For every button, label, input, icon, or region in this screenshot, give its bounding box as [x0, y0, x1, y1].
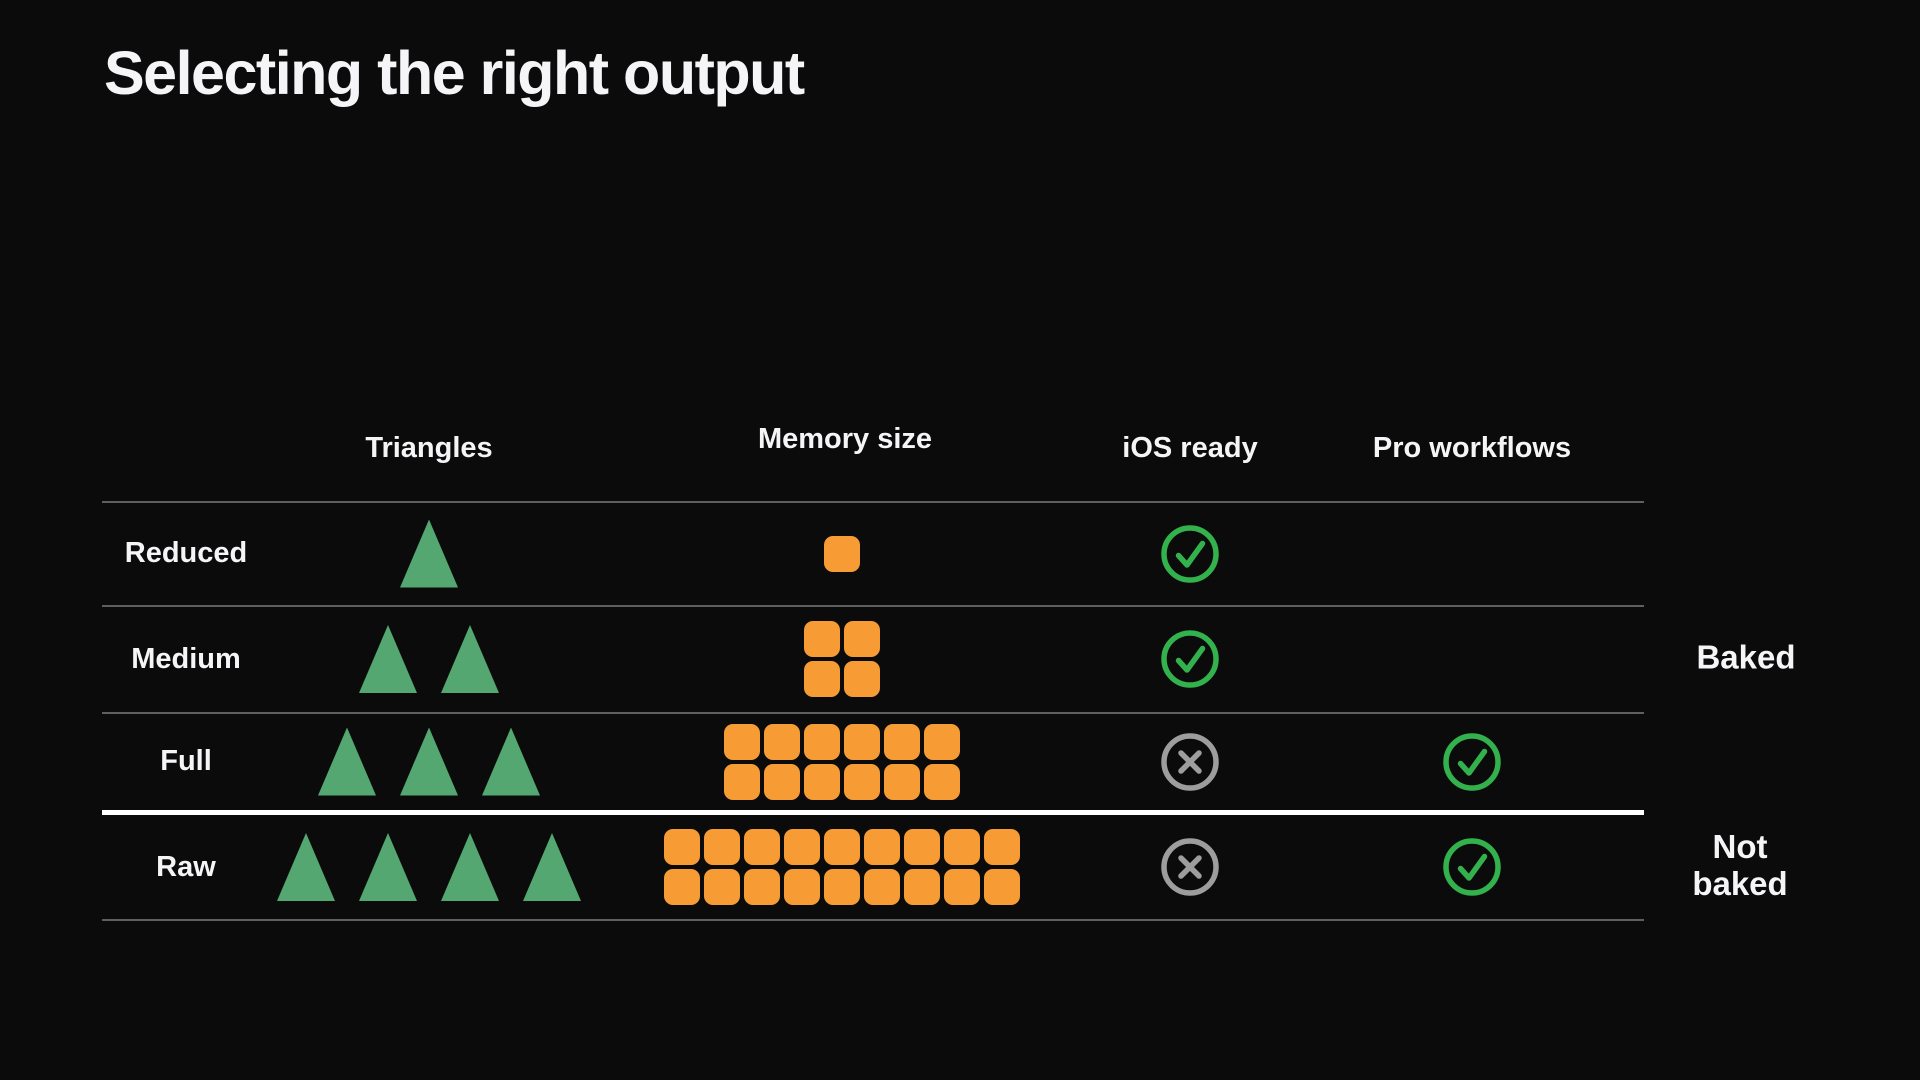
memory-unit-icon: [804, 661, 840, 697]
page-title: Selecting the right output: [104, 39, 805, 107]
table-row-raw: Raw: [102, 815, 1644, 919]
memory-unit-icon: [664, 869, 700, 905]
memory-size-cell: [664, 815, 1020, 919]
memory-unit-icon: [944, 829, 980, 865]
memory-unit-icon: [864, 869, 900, 905]
row-label-cell: Full: [160, 713, 212, 810]
memory-unit-icon: [884, 763, 920, 800]
row-label-cell: Reduced: [125, 502, 247, 605]
row-label: Full: [160, 745, 212, 777]
memory-unit-icon: [984, 829, 1020, 865]
memory-unit-icon: [924, 723, 960, 760]
memory-grid: [664, 829, 1020, 905]
memory-unit-icon: [844, 661, 880, 697]
memory-unit-icon: [864, 829, 900, 865]
triangles-cell: [359, 606, 499, 712]
row-label-cell: Raw: [156, 815, 216, 919]
memory-unit-icon: [824, 869, 860, 905]
triangle-icon: [482, 727, 540, 796]
triangle-group: [277, 833, 581, 901]
triangles-cell: [277, 815, 581, 919]
memory-size-cell: [804, 606, 880, 712]
triangle-icon: [277, 833, 335, 901]
row-label: Raw: [156, 850, 216, 883]
memory-grid: [804, 621, 880, 697]
memory-unit-icon: [784, 869, 820, 905]
triangles-cell: [400, 502, 458, 605]
check-circle-icon: [1161, 524, 1219, 583]
cross-circle-icon: [1161, 838, 1219, 896]
column-header-triangles: Triangles: [365, 432, 493, 464]
triangle-icon: [523, 833, 581, 901]
triangle-icon: [400, 519, 458, 588]
table-row-full: Full: [102, 713, 1644, 810]
table-row-medium: Medium: [102, 606, 1644, 712]
row-separator-rule: [102, 712, 1644, 714]
memory-unit-icon: [724, 763, 760, 800]
memory-unit-icon: [904, 869, 940, 905]
memory-size-cell: [824, 502, 860, 605]
column-header-memory-size: Memory size: [757, 423, 933, 455]
column-header-ios-ready: iOS ready: [1122, 432, 1258, 464]
memory-unit-icon: [824, 829, 860, 865]
ios-ready-cell: [1158, 815, 1222, 919]
memory-unit-icon: [784, 829, 820, 865]
column-header-pro-workflows: Pro workflows: [1372, 432, 1572, 464]
memory-unit-icon: [884, 723, 920, 760]
memory-unit-icon: [764, 723, 800, 760]
triangle-icon: [318, 727, 376, 796]
ios-ready-cell: [1158, 502, 1222, 605]
memory-unit-icon: [844, 763, 880, 800]
memory-unit-icon: [804, 621, 840, 657]
cross-circle-icon: [1161, 732, 1219, 791]
check-circle-icon: [1161, 630, 1219, 688]
group-label-not-baked: Not baked: [1692, 828, 1788, 902]
memory-unit-icon: [844, 723, 880, 760]
table-row-reduced: Reduced: [102, 502, 1644, 605]
triangle-icon: [441, 833, 499, 901]
triangle-icon: [441, 625, 499, 693]
table-top-rule: [102, 501, 1644, 503]
triangle-group: [318, 727, 540, 796]
row-label: Reduced: [124, 537, 248, 569]
ios-ready-cell: [1158, 713, 1222, 810]
ios-ready-cell: [1158, 606, 1222, 712]
memory-unit-icon: [744, 829, 780, 865]
group-label-baked: Baked: [1696, 638, 1796, 676]
memory-unit-icon: [764, 763, 800, 800]
row-separator-rule: [102, 605, 1644, 607]
memory-unit-icon: [924, 763, 960, 800]
triangle-icon: [400, 727, 458, 796]
memory-unit-icon: [944, 869, 980, 905]
memory-unit-icon: [744, 869, 780, 905]
memory-unit-icon: [804, 763, 840, 800]
memory-unit-icon: [984, 869, 1020, 905]
pro-workflows-cell: [1440, 713, 1504, 810]
memory-unit-icon: [904, 829, 940, 865]
pro-workflows-cell: [1440, 815, 1504, 919]
triangle-icon: [359, 833, 417, 901]
memory-unit-icon: [804, 723, 840, 760]
triangle-group: [359, 625, 499, 693]
memory-unit-icon: [824, 535, 860, 572]
row-label-cell: Medium: [131, 606, 241, 712]
triangle-group: [400, 519, 458, 588]
row-label: Medium: [131, 642, 241, 675]
triangles-cell: [318, 713, 540, 810]
memory-unit-icon: [704, 829, 740, 865]
memory-size-cell: [724, 713, 960, 810]
table-bottom-rule: [102, 919, 1644, 921]
triangle-icon: [359, 625, 417, 693]
memory-unit-icon: [844, 621, 880, 657]
baked-notbaked-divider-rule: [102, 810, 1644, 815]
check-circle-icon: [1443, 838, 1501, 896]
memory-unit-icon: [664, 829, 700, 865]
memory-unit-icon: [704, 869, 740, 905]
memory-grid: [724, 723, 960, 800]
check-circle-icon: [1443, 732, 1501, 791]
memory-grid: [824, 535, 860, 572]
memory-unit-icon: [724, 723, 760, 760]
